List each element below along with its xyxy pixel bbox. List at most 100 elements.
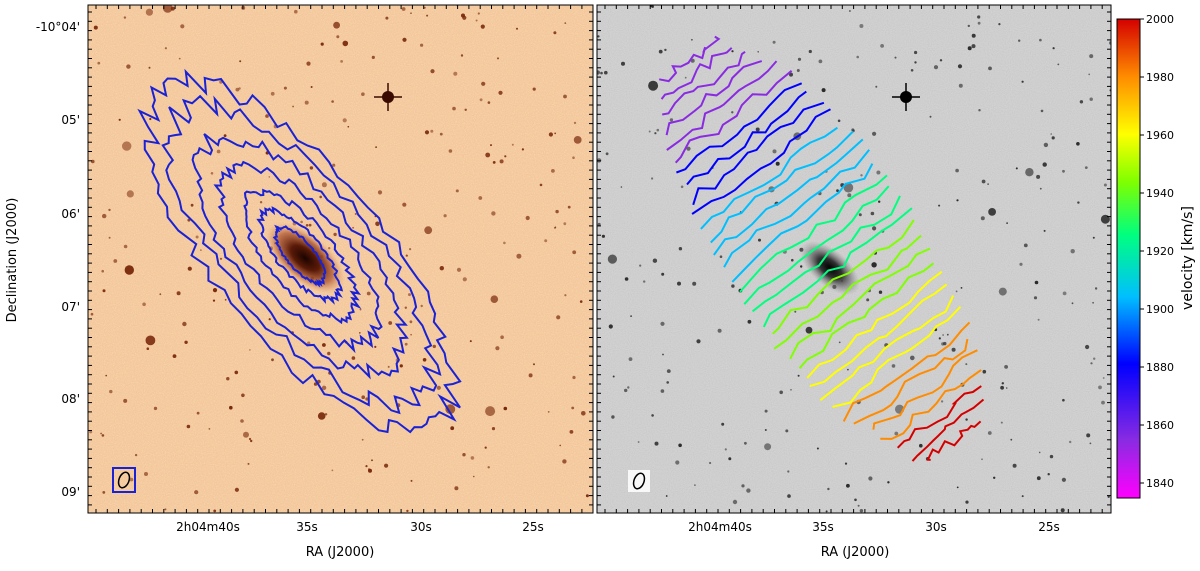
star bbox=[764, 409, 768, 413]
star bbox=[847, 193, 852, 198]
star bbox=[654, 441, 659, 446]
star bbox=[224, 298, 227, 301]
star bbox=[90, 312, 94, 316]
star bbox=[410, 333, 412, 336]
velocity-contour bbox=[832, 306, 962, 408]
star bbox=[153, 406, 158, 411]
star bbox=[686, 146, 691, 151]
star bbox=[1092, 236, 1095, 239]
star bbox=[571, 406, 575, 410]
velocity-contour bbox=[743, 185, 890, 305]
hi-contour bbox=[256, 206, 344, 305]
star bbox=[146, 347, 150, 351]
right-velocity-contours bbox=[659, 35, 985, 462]
star bbox=[1047, 473, 1050, 476]
star bbox=[666, 369, 671, 373]
star bbox=[305, 224, 309, 227]
star bbox=[122, 141, 132, 151]
star bbox=[1018, 39, 1021, 42]
star bbox=[772, 149, 777, 154]
star bbox=[321, 385, 327, 390]
star bbox=[164, 47, 167, 50]
star bbox=[847, 368, 849, 371]
star bbox=[1100, 214, 1110, 224]
star bbox=[1090, 362, 1093, 365]
star bbox=[665, 495, 668, 497]
star bbox=[787, 470, 790, 473]
star bbox=[503, 241, 506, 245]
star bbox=[347, 125, 350, 128]
star bbox=[692, 281, 697, 286]
colorbar-tick-label: 1860 bbox=[1146, 419, 1174, 432]
star bbox=[361, 395, 366, 400]
star bbox=[624, 388, 628, 393]
star bbox=[643, 280, 646, 283]
star bbox=[744, 441, 747, 445]
colorbar-gradient bbox=[1116, 18, 1141, 499]
velocity-contour bbox=[662, 50, 746, 116]
velocity-contour bbox=[872, 349, 978, 430]
star bbox=[97, 61, 101, 65]
star bbox=[358, 332, 361, 334]
star bbox=[1079, 100, 1084, 104]
star bbox=[581, 411, 586, 416]
star bbox=[825, 510, 828, 513]
star bbox=[857, 504, 860, 507]
star bbox=[319, 195, 323, 199]
star bbox=[621, 61, 625, 66]
star bbox=[212, 288, 218, 293]
star bbox=[182, 321, 187, 327]
star bbox=[186, 424, 191, 429]
left-panel: -10°04' 05' 06' 07' 08' 09' 2h04m40s 35s… bbox=[5, 4, 594, 560]
velocity-contour bbox=[691, 108, 831, 215]
star bbox=[271, 358, 274, 362]
star bbox=[611, 415, 615, 419]
star bbox=[247, 462, 250, 465]
star bbox=[709, 461, 712, 465]
star bbox=[462, 277, 467, 282]
left-ytick-label: 07' bbox=[61, 300, 80, 314]
star bbox=[741, 484, 745, 488]
star bbox=[1052, 47, 1055, 50]
star bbox=[669, 118, 674, 122]
star bbox=[1085, 344, 1090, 350]
star bbox=[800, 265, 803, 268]
star bbox=[402, 202, 407, 207]
star bbox=[658, 49, 663, 54]
star bbox=[608, 324, 613, 329]
star bbox=[485, 152, 491, 158]
star bbox=[366, 291, 371, 296]
star bbox=[1025, 168, 1034, 177]
star bbox=[651, 177, 654, 180]
left-xtick-label: 25s bbox=[522, 520, 544, 534]
star bbox=[164, 508, 167, 511]
star bbox=[162, 5, 173, 13]
star bbox=[145, 335, 156, 346]
star bbox=[942, 334, 944, 336]
star bbox=[612, 375, 615, 378]
star bbox=[176, 291, 181, 296]
star bbox=[371, 55, 375, 60]
star bbox=[579, 300, 583, 303]
velocity-contour bbox=[880, 369, 982, 440]
star bbox=[455, 189, 459, 193]
star bbox=[849, 10, 851, 12]
colorbar-tick-label: 1940 bbox=[1146, 187, 1174, 200]
star bbox=[872, 131, 877, 136]
star bbox=[525, 215, 530, 221]
star bbox=[172, 354, 177, 358]
star bbox=[212, 299, 216, 302]
star bbox=[342, 40, 349, 47]
star bbox=[866, 298, 870, 302]
star bbox=[956, 486, 959, 489]
star bbox=[89, 430, 93, 434]
star bbox=[1034, 280, 1039, 285]
star bbox=[785, 429, 789, 433]
star bbox=[1050, 133, 1052, 135]
star bbox=[1088, 73, 1091, 76]
star bbox=[628, 357, 633, 361]
star bbox=[200, 249, 202, 251]
star bbox=[333, 21, 340, 29]
star bbox=[600, 71, 603, 75]
star bbox=[938, 337, 941, 340]
